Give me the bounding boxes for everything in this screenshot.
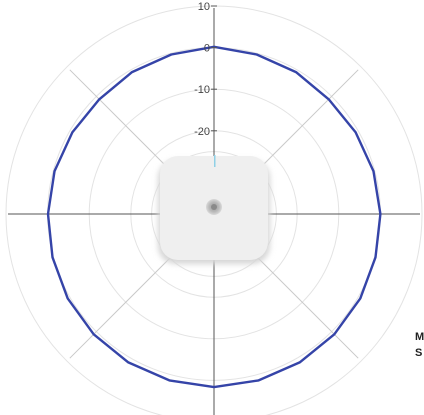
r-tick-label: 10 bbox=[198, 1, 210, 13]
radial-gridlines bbox=[69, 69, 359, 359]
series-point bbox=[359, 297, 362, 300]
series-point bbox=[170, 53, 173, 56]
series-point bbox=[374, 256, 377, 259]
series-point bbox=[98, 98, 101, 101]
series-point bbox=[354, 131, 357, 134]
radial-gridline bbox=[256, 69, 359, 172]
r-tick-label: 0 bbox=[204, 43, 210, 55]
series-point bbox=[51, 256, 54, 259]
series-point bbox=[127, 361, 130, 364]
series-point bbox=[71, 131, 74, 134]
radial-gridline bbox=[256, 256, 359, 359]
access-point-device-icon bbox=[158, 155, 270, 264]
series-point bbox=[92, 333, 95, 336]
series-point bbox=[47, 213, 49, 215]
series-point bbox=[298, 361, 301, 364]
radial-gridline bbox=[69, 69, 172, 172]
series-point bbox=[255, 53, 258, 56]
series-layer bbox=[46, 45, 382, 389]
series-point bbox=[372, 170, 375, 173]
side-text-2: S bbox=[415, 347, 422, 359]
series-point bbox=[379, 213, 382, 215]
series-point bbox=[66, 297, 69, 300]
series-point bbox=[131, 71, 133, 73]
radial-tick-labels: 10 0 -10 -20 bbox=[194, 1, 217, 138]
series-point bbox=[333, 333, 336, 336]
series-point bbox=[295, 71, 297, 73]
series-point bbox=[327, 98, 330, 101]
series-point bbox=[53, 170, 56, 173]
series-point bbox=[257, 379, 260, 382]
device-led-center bbox=[211, 204, 217, 210]
series-point bbox=[168, 379, 171, 382]
side-text-1: M bbox=[415, 331, 424, 343]
device-status-mark bbox=[214, 155, 216, 167]
radial-gridline bbox=[69, 256, 172, 359]
r-tick-label: -10 bbox=[194, 84, 210, 96]
series-point bbox=[213, 386, 215, 388]
r-tick-label: -20 bbox=[194, 126, 210, 138]
